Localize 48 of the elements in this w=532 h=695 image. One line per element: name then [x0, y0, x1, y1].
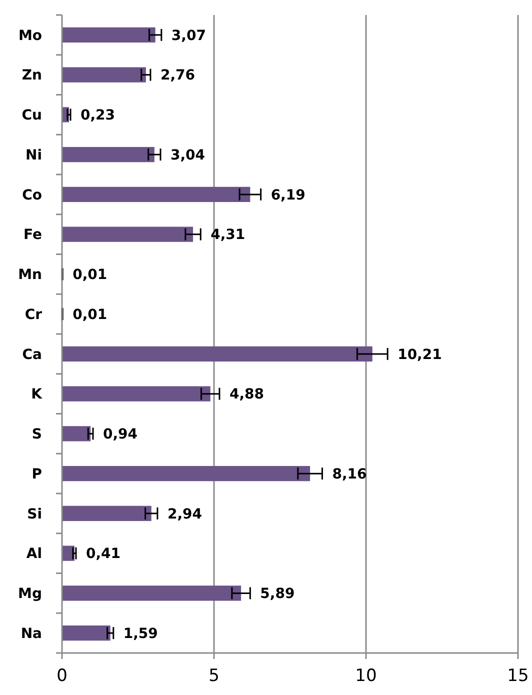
bar — [62, 625, 110, 641]
bar — [62, 67, 146, 82]
y-tick-label: Mg — [18, 586, 42, 602]
y-tick-label: Fe — [24, 227, 42, 244]
data-label: 2,94 — [167, 506, 202, 522]
data-label: 3,04 — [170, 147, 206, 164]
data-label: 2,76 — [160, 68, 196, 84]
bar — [62, 346, 372, 362]
y-tick-label: Ni — [25, 147, 42, 164]
data-label: 6,19 — [270, 187, 306, 204]
x-tick-label: 5 — [208, 666, 220, 686]
bar — [62, 466, 310, 482]
data-label: 10,21 — [398, 346, 442, 363]
y-tick-label: Cr — [24, 306, 42, 323]
y-tick-label: Si — [27, 506, 42, 522]
bar — [62, 426, 91, 442]
bar — [62, 186, 250, 202]
data-label: 5,89 — [260, 586, 295, 602]
bar — [62, 226, 194, 242]
bar — [62, 146, 154, 162]
y-tick-label: Mo — [18, 28, 42, 44]
x-tick-label: 10 — [355, 666, 377, 686]
x-tick-label: 15 — [507, 666, 529, 686]
data-label: 0,41 — [86, 546, 121, 562]
y-tick-label: Ca — [22, 346, 42, 363]
bar — [62, 506, 152, 522]
bar — [62, 386, 210, 402]
y-tick-label: Al — [26, 546, 42, 562]
data-label: 4,31 — [210, 227, 246, 244]
data-label: 0,01 — [72, 267, 108, 284]
data-label: 0,94 — [103, 426, 138, 443]
x-tick-label: 0 — [56, 666, 68, 686]
y-tick-label: Mn — [18, 267, 42, 284]
data-label: 3,07 — [171, 28, 206, 44]
y-tick-label: Cu — [22, 108, 42, 124]
y-tick-label: P — [32, 466, 42, 482]
y-tick-label: S — [32, 426, 42, 443]
y-tick-label: Co — [22, 187, 42, 204]
data-label: 0,01 — [72, 306, 108, 323]
data-label: 0,23 — [80, 108, 116, 124]
data-label: 8,16 — [332, 466, 367, 482]
bar — [62, 586, 242, 601]
y-tick-label: K — [31, 386, 44, 403]
y-tick-label: Na — [20, 626, 42, 642]
y-tick-label: Zn — [22, 68, 42, 84]
data-label: 1,59 — [123, 626, 158, 642]
bar — [62, 27, 156, 43]
data-label: 4,88 — [229, 386, 264, 403]
